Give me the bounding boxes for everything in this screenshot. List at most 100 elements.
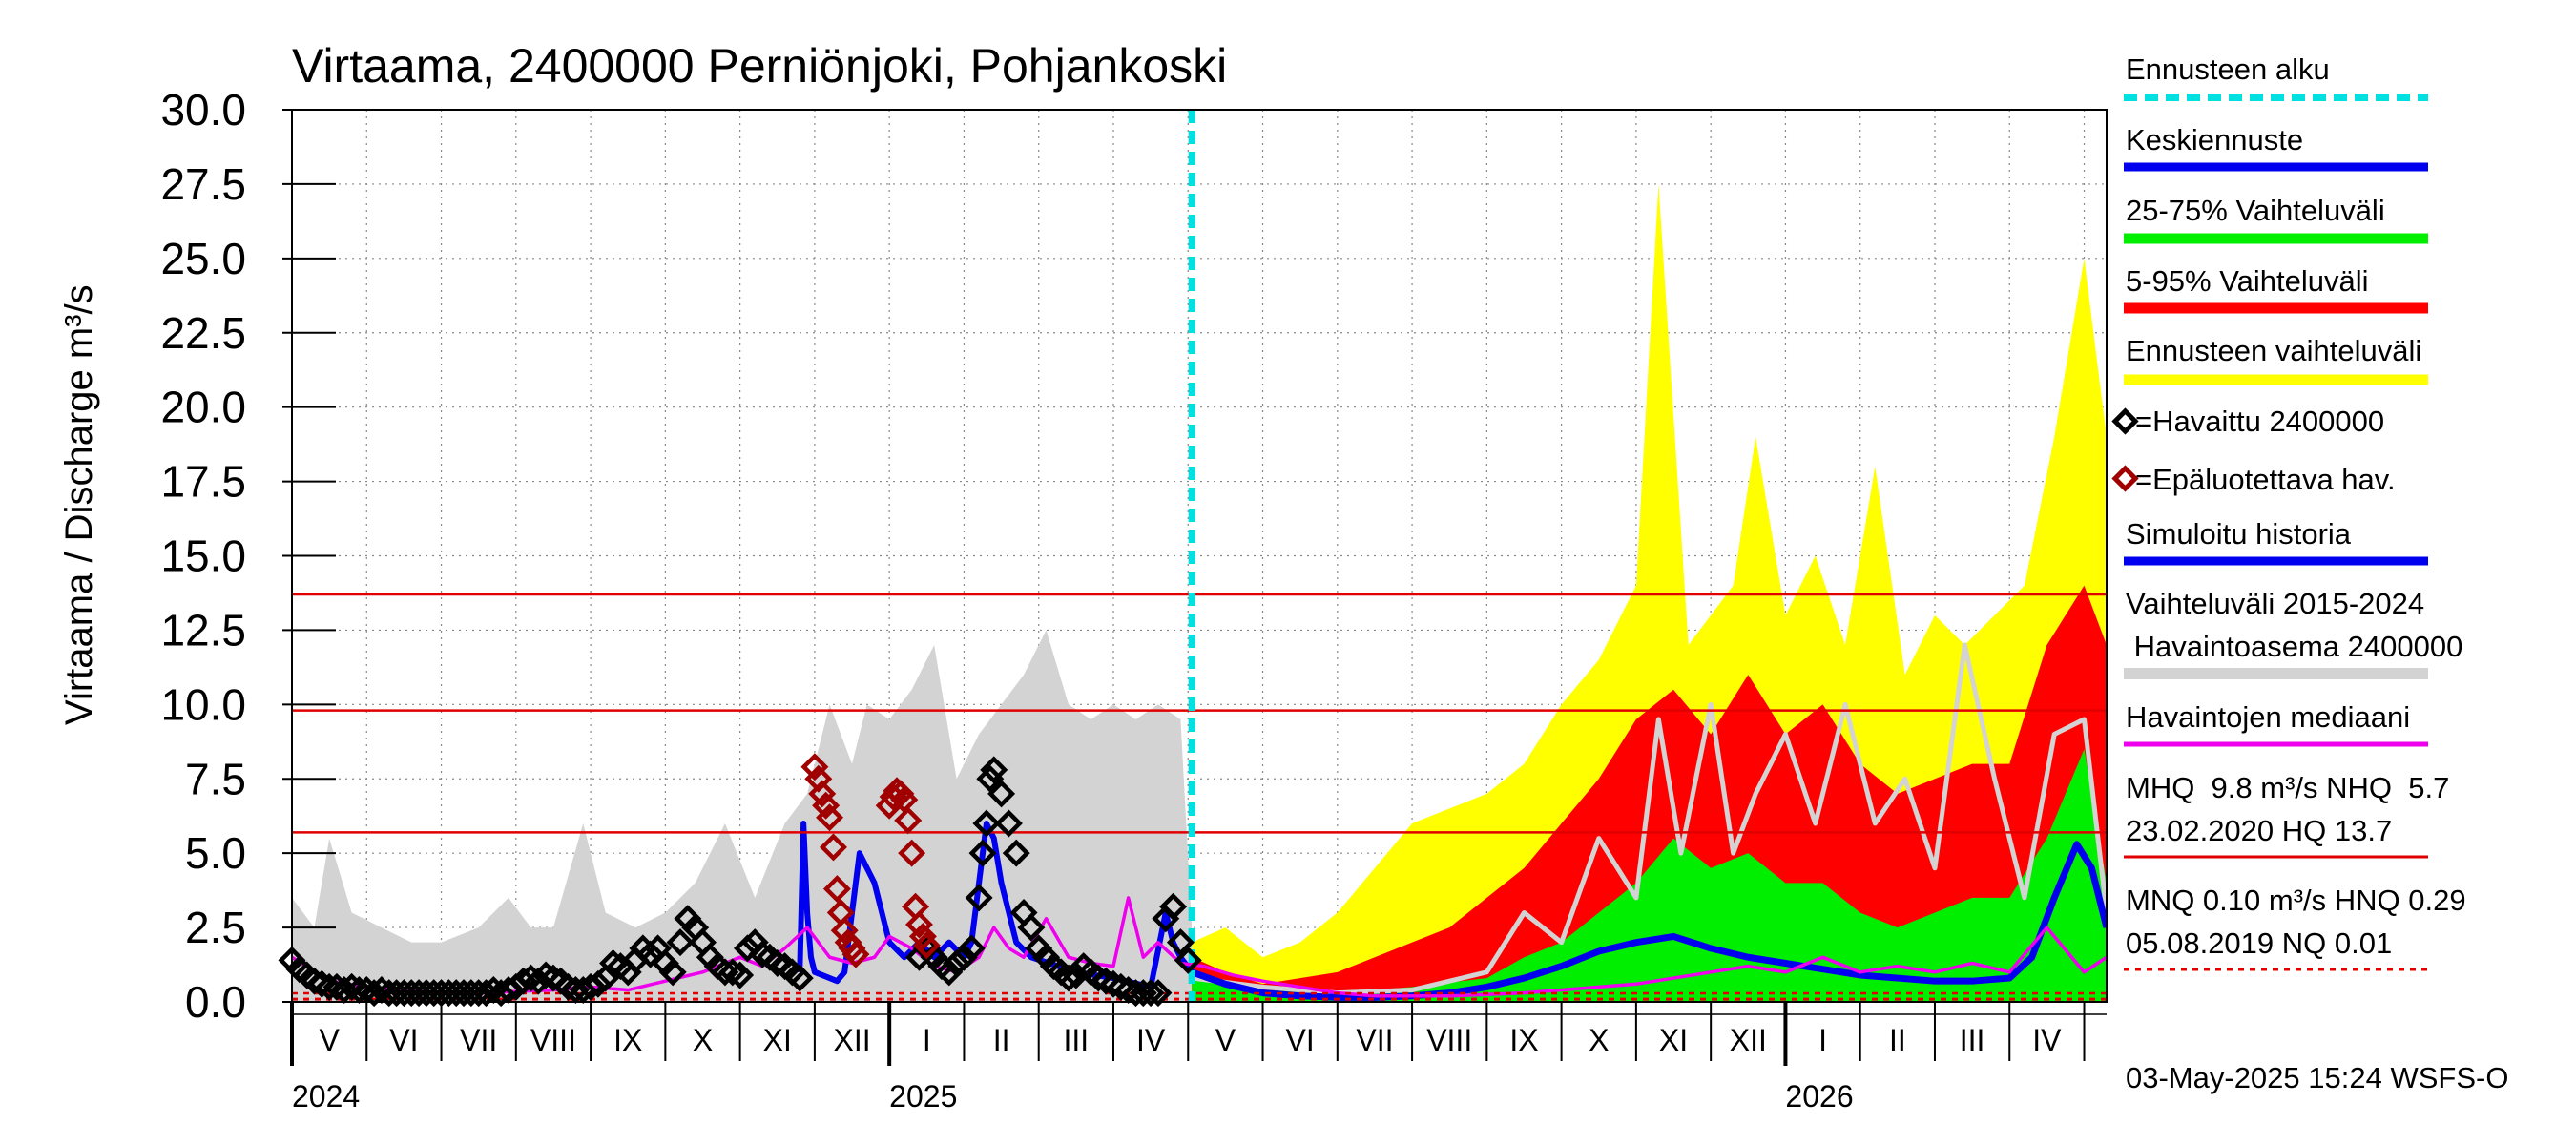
observed-point	[1002, 839, 1030, 867]
unreliable-point	[898, 839, 926, 867]
legend-median: Havaintojen mediaani	[2126, 700, 2410, 734]
x-month-label: VI	[1286, 1023, 1315, 1057]
x-month-label: IX	[613, 1023, 642, 1057]
observed-point	[666, 928, 695, 957]
observed-point	[1129, 979, 1157, 1008]
x-month-label: VIII	[1426, 1023, 1472, 1057]
observed-point	[412, 979, 441, 1008]
y-axis-label: Virtaama / Discharge m³/s	[58, 284, 100, 725]
observed-point	[442, 979, 470, 1008]
legend-unreliable-marker	[2111, 465, 2139, 492]
x-year-label: 2026	[1785, 1079, 1853, 1114]
x-year-label: 2024	[292, 1079, 360, 1114]
legend-observed-marker	[2111, 407, 2139, 435]
x-month-label: II	[1889, 1023, 1906, 1057]
x-month-label: IV	[1136, 1023, 1166, 1057]
y-tick-label: 10.0	[160, 679, 246, 729]
observed-point	[1174, 946, 1202, 974]
observed-point	[785, 964, 814, 992]
x-month-label: XI	[763, 1023, 792, 1057]
observed-point	[994, 809, 1023, 838]
unreliable-point	[841, 940, 870, 968]
y-tick-label: 17.5	[160, 457, 246, 507]
observed-point	[987, 780, 1016, 808]
y-tick-label: 30.0	[160, 85, 246, 135]
unreliable-point	[912, 931, 941, 960]
x-month-label: VIII	[530, 1023, 576, 1057]
x-month-label: VII	[1356, 1023, 1393, 1057]
x-month-label: X	[1589, 1023, 1609, 1057]
footer-timestamp: 03-May-2025 15:24 WSFS-O	[2126, 1061, 2508, 1094]
observed-point	[949, 943, 978, 971]
observed-point	[1159, 892, 1188, 921]
x-month-label: IX	[1509, 1023, 1538, 1057]
x-month-label: XII	[833, 1023, 870, 1057]
legend-range-5-95: 5-95% Vaihteluväli	[2126, 264, 2368, 298]
y-tick-label: 20.0	[160, 383, 246, 432]
observed-point	[972, 809, 1001, 838]
legend-stats1-line1: MHQ 9.8 m³/s NHQ 5.7	[2126, 771, 2449, 804]
x-year-label: 2025	[889, 1079, 957, 1114]
series-range-25-75-area	[1192, 749, 2107, 1002]
series-mean-forecast-line	[1191, 841, 2107, 1001]
observed-point	[965, 884, 993, 912]
unreliable-point	[890, 785, 919, 814]
y-tick-label: 2.5	[185, 903, 246, 952]
observed-point	[696, 943, 724, 971]
unreliable-point	[894, 806, 923, 835]
observed-point	[1144, 979, 1173, 1008]
legend-hist-range-line2: Havaintoasema 2400000	[2126, 630, 2462, 663]
observed-point	[1136, 979, 1165, 1008]
observed-point	[383, 979, 411, 1008]
legend-forecast-range: Ennusteen vaihteluväli	[2126, 334, 2421, 367]
observed-point	[1025, 934, 1053, 963]
observed-point	[674, 905, 702, 933]
observed-point	[397, 979, 426, 1008]
observed-point	[935, 958, 964, 987]
observed-point	[1017, 913, 1046, 942]
y-tick-label: 0.0	[185, 977, 246, 1027]
chart-title: Virtaama, 2400000 Perniönjoki, Pohjankos…	[292, 39, 1227, 93]
y-tick-label: 22.5	[160, 308, 246, 358]
x-month-label: VI	[389, 1023, 418, 1057]
unreliable-point	[819, 833, 847, 862]
y-tick-label: 15.0	[160, 531, 246, 581]
legend-observed: =Havaittu 2400000	[2135, 405, 2384, 438]
observed-point	[449, 979, 478, 1008]
plot-area	[292, 183, 2107, 1002]
observed-point	[651, 948, 679, 977]
observed-point	[658, 958, 687, 987]
legend-unreliable: =Epäluotettava hav.	[2135, 463, 2396, 496]
legend-stats2-line1: MNQ 0.10 m³/s HNQ 0.29	[2126, 884, 2466, 917]
observed-point	[375, 979, 404, 1008]
x-month-label: V	[319, 1023, 340, 1057]
x-month-label: III	[1960, 1023, 1985, 1057]
unreliable-point	[816, 803, 844, 832]
x-month-label: III	[1064, 1023, 1090, 1057]
x-month-label: I	[923, 1023, 931, 1057]
observed-point	[726, 961, 755, 989]
series-hist-range-area	[292, 630, 1193, 1002]
legend-simulated: Simuloitu historia	[2126, 517, 2352, 551]
observed-point	[980, 756, 1008, 784]
observed-point	[420, 979, 448, 1008]
legend-range-25-75: 25-75% Vaihteluväli	[2126, 194, 2385, 227]
x-month-label: X	[693, 1023, 713, 1057]
observed-point	[434, 979, 463, 1008]
legend-forecast-start: Ennusteen alku	[2126, 52, 2330, 86]
observed-point	[957, 934, 986, 963]
x-month-label: XII	[1730, 1023, 1767, 1057]
unreliable-point	[826, 899, 855, 926]
legend-mean-forecast: Keskiennuste	[2126, 123, 2303, 156]
x-month-label: II	[993, 1023, 1010, 1057]
unreliable-point	[902, 892, 930, 921]
x-month-label: IV	[2032, 1023, 2062, 1057]
legend-stats1-line2: 23.02.2020 HQ 13.7	[2126, 814, 2392, 847]
y-tick-label: 27.5	[160, 159, 246, 209]
observed-point	[1166, 928, 1195, 957]
series-median-line	[292, 896, 2107, 998]
observed-point	[1032, 943, 1061, 971]
y-tick-label: 25.0	[160, 234, 246, 283]
x-month-label: V	[1215, 1023, 1236, 1057]
